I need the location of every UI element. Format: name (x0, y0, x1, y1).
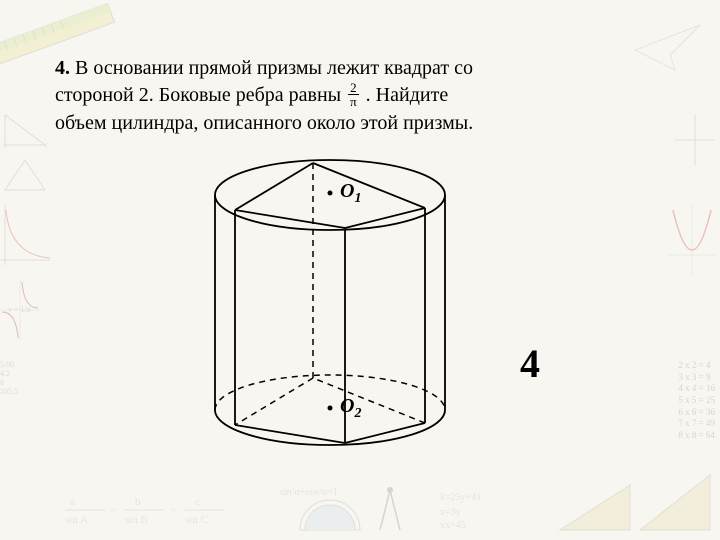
problem-number: 4. (55, 57, 70, 79)
bottom-tools-decoration: a sin A = b sin B = c sin C sin²α+cos²α=… (0, 470, 720, 540)
svg-text:x=3y: x=3y (440, 507, 461, 518)
svg-text:xx=45: xx=45 (440, 520, 466, 531)
svg-text:sin²α+cos²α=1: sin²α+cos²α=1 (280, 487, 338, 498)
svg-text:c: c (195, 496, 200, 508)
svg-text:O1: O1 (340, 180, 361, 206)
answer-value: 4 (520, 340, 540, 387)
problem-line3: объем цилиндра, описанного около этой пр… (55, 112, 473, 134)
svg-text:sin C: sin C (185, 514, 208, 526)
svg-text:=: = (170, 504, 176, 516)
problem-line1: В основании прямой призмы лежит квадрат … (75, 57, 473, 79)
svg-text:a: a (70, 496, 75, 508)
fraction: 2 π (348, 81, 359, 108)
svg-text:sin A: sin A (65, 514, 88, 526)
svg-text:O2: O2 (340, 395, 361, 421)
svg-text:b: b (135, 496, 141, 508)
svg-text:k=25y+41: k=25y+41 (440, 492, 481, 503)
problem-line2b: . Найдите (366, 84, 449, 106)
svg-text:sin B: sin B (125, 514, 148, 526)
svg-text:=: = (110, 504, 116, 516)
cylinder-prism-figure: O1 O2 (190, 145, 470, 465)
problem-text: 4. В основании прямой призмы лежит квадр… (55, 55, 660, 137)
problem-line2a: стороной 2. Боковые ребра равны (55, 84, 341, 106)
problem-content: 4. В основании прямой призмы лежит квадр… (0, 0, 720, 475)
figure-area: O1 O2 4 (55, 145, 660, 475)
